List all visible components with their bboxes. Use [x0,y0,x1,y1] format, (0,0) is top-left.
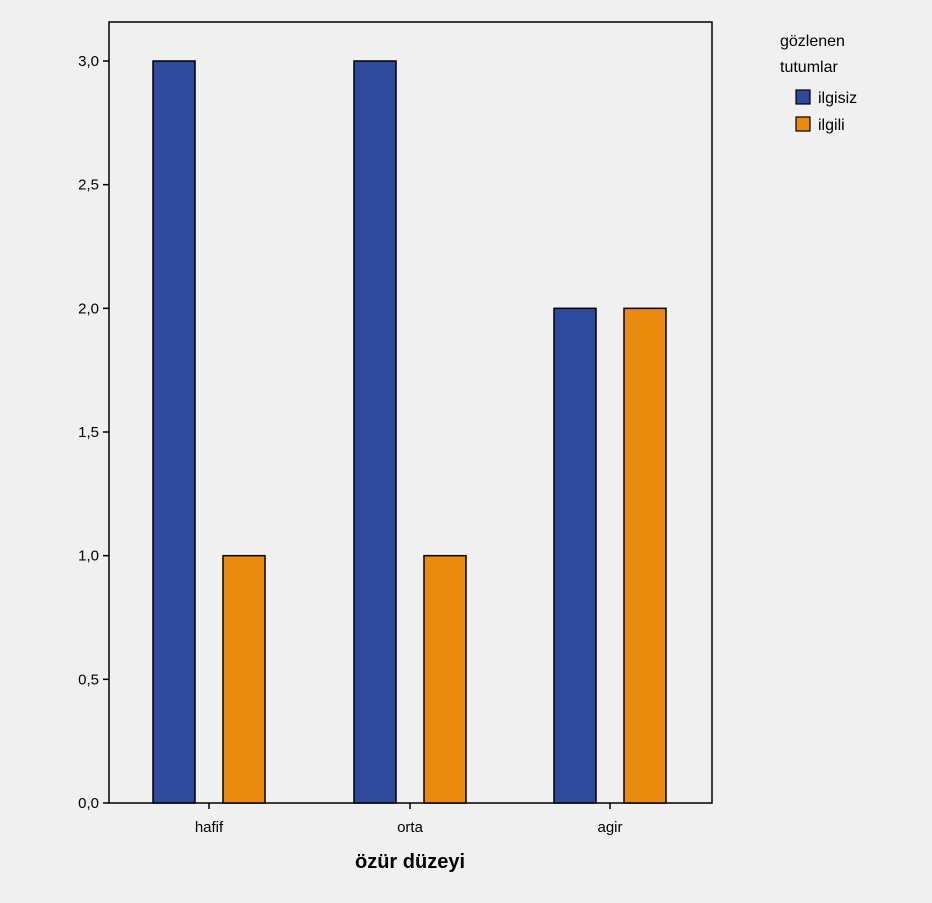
y-tick-label: 0,0 [78,795,99,812]
y-tick-label: 1,5 [78,424,99,441]
x-axis: hafif orta agir [195,803,623,836]
x-tick-label: agir [597,819,622,836]
legend-title-line-1: gözlenen [780,33,845,50]
legend-label-ilgisiz: ilgisiz [818,90,857,107]
legend-swatch-ilgisiz [795,89,811,105]
bar-ilgili-hafif [222,554,266,804]
legend: gözlenen tutumlar ilgisiz ilgili [780,33,857,134]
bars-group [152,60,667,804]
bar-ilgili-orta [423,554,467,804]
y-tick-label: 0,5 [78,671,99,688]
legend-label-ilgili: ilgili [818,117,845,134]
y-axis: 0,0 0,5 1,0 1,5 2,0 2,5 3,0 [78,53,109,812]
x-tick-label: hafif [195,819,224,836]
y-tick-label: 1,0 [78,548,99,565]
legend-title-line-2: tutumlar [780,59,838,76]
bar-ilgili-agir [623,307,667,804]
legend-swatch-ilgili [795,116,811,132]
x-tick-label: orta [397,819,424,836]
y-tick-label: 3,0 [78,53,99,70]
y-tick-label: 2,0 [78,300,99,317]
bar-ilgisiz-orta [353,60,397,804]
bar-ilgisiz-agir [553,307,597,804]
plot-frame [108,21,713,804]
bar-ilgisiz-hafif [152,60,196,804]
y-tick-label: 2,5 [78,177,99,194]
x-axis-title: özür düzeyi [355,851,465,873]
